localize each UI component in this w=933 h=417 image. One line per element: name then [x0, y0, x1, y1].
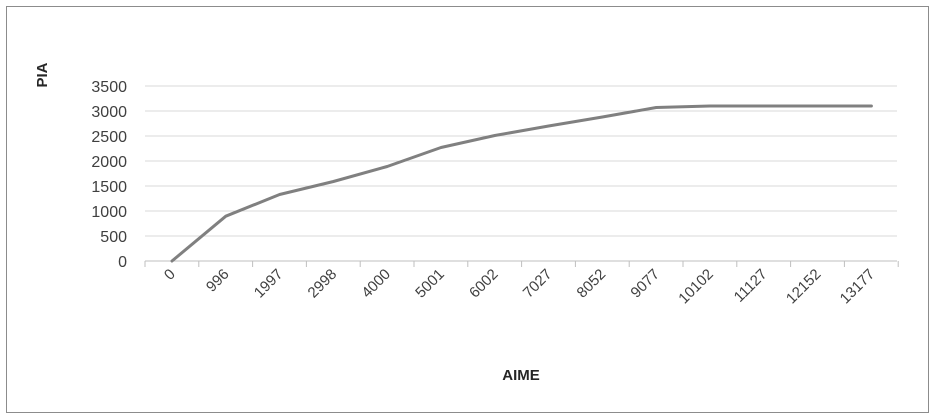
x-tick-label: 6002 [466, 266, 502, 302]
x-tick-label: 5001 [412, 266, 448, 302]
chart-frame: 0 500 1000 1500 2000 2500 3000 3500 0 996 1997 299… [6, 6, 929, 413]
x-tick-label: 9077 [627, 266, 663, 302]
gridlines [145, 85, 897, 237]
x-tick-label: 11127 [731, 266, 771, 306]
x-tick-label: 7027 [520, 266, 556, 302]
y-tick-label: 500 [100, 229, 127, 246]
line-chart: 0 500 1000 1500 2000 2500 3000 3500 0 996 1997 299… [34, 62, 899, 384]
y-tick-label: 0 [118, 254, 127, 271]
x-tick-label: 13177 [837, 266, 879, 308]
x-tick-label: 1997 [251, 266, 287, 302]
y-tick-label: 3000 [91, 104, 127, 121]
series-line-0 [170, 104, 873, 263]
x-tick-label: 996 [203, 266, 233, 296]
y-tick-label: 1500 [91, 179, 127, 196]
x-tick-label: 12152 [783, 266, 825, 308]
x-tick-label: 8052 [574, 266, 610, 302]
x-axis-title: AIME [502, 367, 540, 384]
y-tick-label: 3500 [91, 79, 127, 96]
axes [144, 260, 899, 267]
y-tick-label: 2500 [91, 129, 127, 146]
x-tick-label: 10102 [675, 266, 717, 308]
y-axis-ticks: 0 500 1000 1500 2000 2500 3000 3500 [91, 79, 127, 271]
y-tick-label: 2000 [91, 154, 127, 171]
y-tick-label: 1000 [91, 204, 127, 221]
x-axis-ticks: 0 996 1997 2998 4000 5001 6002 7027 8052 9077 1010… [161, 266, 878, 308]
series [170, 104, 873, 263]
x-tick-label: 2998 [305, 266, 341, 302]
x-tick-label: 0 [161, 266, 179, 284]
y-axis-title: PIA [34, 62, 51, 87]
x-tick-label: 4000 [358, 266, 394, 302]
